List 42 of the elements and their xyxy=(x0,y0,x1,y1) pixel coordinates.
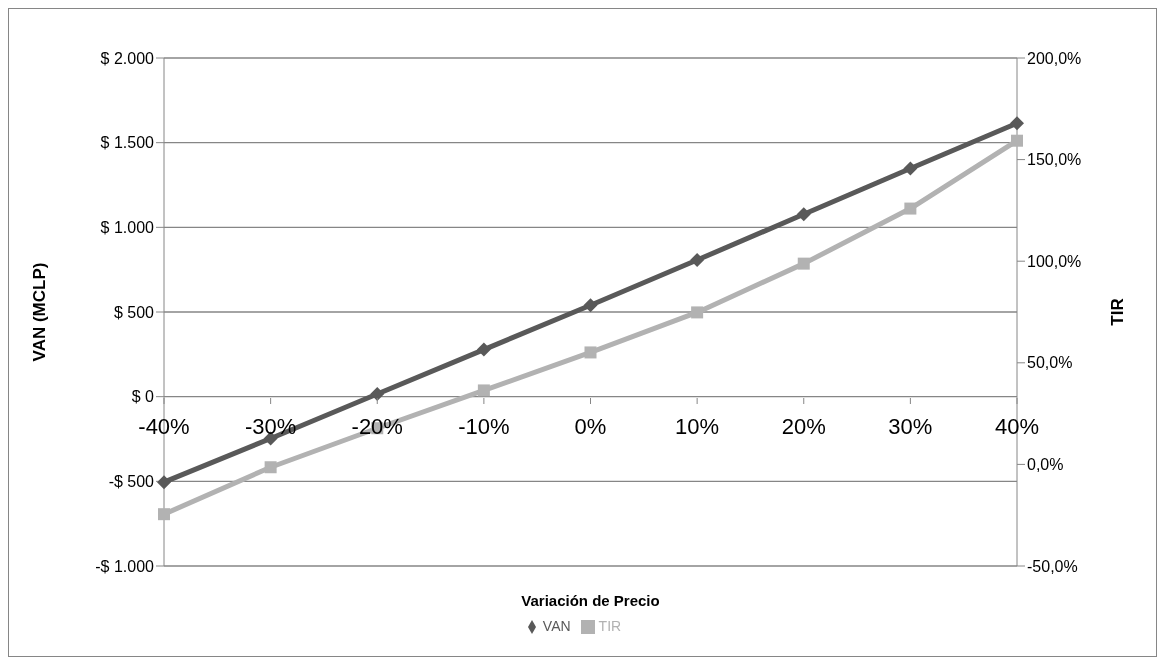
x-tick-label: 30% xyxy=(888,414,933,439)
legend-label: VAN xyxy=(542,618,571,634)
point xyxy=(690,253,705,268)
point xyxy=(476,342,491,357)
point xyxy=(158,508,170,521)
y2-tick-label: 50,0% xyxy=(1027,354,1073,372)
point xyxy=(264,461,277,474)
x-tick-label: 20% xyxy=(781,414,826,439)
y-tick-label: $ 0 xyxy=(131,388,155,406)
point xyxy=(797,257,810,270)
x-tick-label: -20% xyxy=(351,414,403,439)
y2-tick-label: 100,0% xyxy=(1027,252,1082,270)
x-tick-label: 40% xyxy=(994,414,1040,439)
point xyxy=(1010,116,1024,131)
y2-axis-title: TIR xyxy=(1108,298,1128,326)
point xyxy=(583,298,598,313)
y-tick-label: $ 2.000 xyxy=(100,49,155,67)
y2-tick-label: 0,0% xyxy=(1027,456,1064,474)
point xyxy=(370,386,385,401)
x-tick-label: -40% xyxy=(138,414,190,439)
point xyxy=(904,202,917,215)
y2-tick-label: -50,0% xyxy=(1027,557,1078,575)
y2-tick-label: 200,0% xyxy=(1027,49,1082,67)
y-tick-label: $ 1.000 xyxy=(100,219,155,237)
point xyxy=(903,161,918,176)
x-tick-label: 0% xyxy=(574,414,607,439)
point xyxy=(796,207,811,222)
point xyxy=(1011,134,1023,147)
x-axis-title: Variación de Precio xyxy=(521,592,660,609)
y-tick-label: $ 1.500 xyxy=(100,134,155,152)
x-tick-label: -10% xyxy=(458,414,510,439)
y-axis-title: VAN (MCLP) xyxy=(30,262,50,362)
y2-tick-label: 150,0% xyxy=(1027,151,1082,169)
point xyxy=(691,306,704,319)
y-tick-label: -$ 1.000 xyxy=(95,557,155,575)
point xyxy=(584,346,597,359)
y-tick-label: $ 500 xyxy=(113,303,155,321)
y-tick-label: -$ 500 xyxy=(108,473,155,491)
legend-label: TIR xyxy=(598,618,622,634)
x-tick-label: 10% xyxy=(675,414,720,439)
x-tick-label: -30% xyxy=(244,414,297,439)
point xyxy=(477,384,490,397)
